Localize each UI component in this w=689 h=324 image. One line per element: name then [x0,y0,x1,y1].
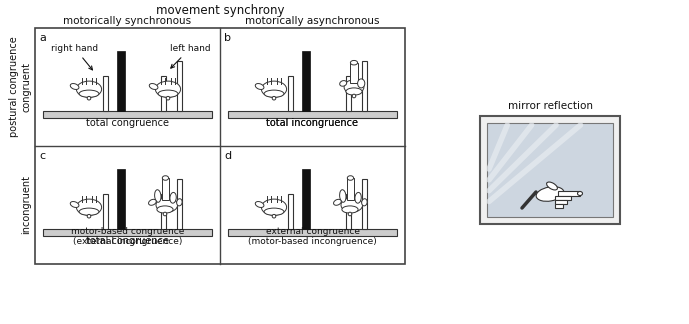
Ellipse shape [158,90,178,97]
Text: incongruent: incongruent [21,176,31,235]
Bar [555,200,567,204]
Bar [117,169,125,229]
Bar [362,61,367,111]
Ellipse shape [362,199,367,206]
Text: right hand: right hand [52,44,99,70]
Bar [161,194,166,229]
Text: postural congruence: postural congruence [9,37,19,137]
Bar [161,76,166,111]
Ellipse shape [264,90,284,97]
Ellipse shape [536,187,564,201]
Bar [346,194,351,229]
Ellipse shape [149,199,156,205]
Bar [487,123,613,217]
Bar [558,191,580,196]
Ellipse shape [347,176,353,180]
Bar [177,179,182,229]
Ellipse shape [88,214,91,218]
Ellipse shape [340,190,346,202]
Bar [117,51,125,111]
Ellipse shape [163,212,167,216]
Text: b: b [224,33,231,43]
Text: total congruence: total congruence [86,236,169,246]
Bar [302,169,310,229]
Ellipse shape [70,84,79,89]
Bar [35,28,405,264]
Ellipse shape [261,81,287,97]
Ellipse shape [170,192,176,203]
Text: mirror reflection: mirror reflection [508,101,593,111]
Bar [228,229,397,236]
Bar [480,116,620,224]
Ellipse shape [546,182,557,190]
Bar [346,76,351,111]
Ellipse shape [341,198,362,212]
Bar [555,196,571,200]
Text: a: a [39,33,46,43]
Bar [228,111,397,118]
Ellipse shape [344,80,364,94]
Bar [288,76,293,111]
Ellipse shape [577,191,582,195]
Text: external congruence
(motor-based incongruence): external congruence (motor-based incongr… [248,226,377,246]
Text: total incongruence: total incongruence [267,118,358,128]
Bar [302,51,310,111]
Text: d: d [224,151,231,161]
Text: total incongruence: total incongruence [267,118,358,128]
Ellipse shape [156,198,178,212]
Ellipse shape [351,61,358,65]
Ellipse shape [79,90,99,97]
Ellipse shape [255,84,264,89]
Text: motorically asynchronous: motorically asynchronous [245,16,380,26]
Ellipse shape [355,192,361,203]
Bar [163,178,169,200]
Bar [177,61,182,111]
Text: motorically synchronous: motorically synchronous [63,16,192,26]
Ellipse shape [358,79,364,88]
Ellipse shape [70,202,79,207]
Ellipse shape [79,208,99,215]
Ellipse shape [166,97,169,100]
Bar [351,63,358,83]
Ellipse shape [264,208,284,215]
Text: left hand: left hand [169,44,210,68]
Ellipse shape [150,84,158,89]
Ellipse shape [348,212,352,216]
Bar [362,179,367,229]
Bar [103,194,108,229]
Ellipse shape [163,176,169,180]
Bar [288,194,293,229]
Bar [43,229,212,236]
Ellipse shape [157,206,173,213]
Ellipse shape [154,190,161,202]
Ellipse shape [272,214,276,218]
Ellipse shape [333,199,341,205]
Ellipse shape [352,94,356,98]
Text: motor-based congruence
(external incongruence): motor-based congruence (external incongr… [71,226,184,246]
Bar [103,76,108,111]
Ellipse shape [261,199,287,215]
Ellipse shape [342,206,358,213]
Bar [43,111,212,118]
Ellipse shape [88,97,91,100]
Ellipse shape [255,202,264,207]
Bar [347,178,353,200]
Ellipse shape [176,199,182,206]
Ellipse shape [272,97,276,100]
Ellipse shape [346,88,362,95]
Text: total congruence: total congruence [86,118,169,128]
Text: c: c [39,151,45,161]
Ellipse shape [76,81,101,97]
Ellipse shape [156,81,181,97]
Text: movement synchrony: movement synchrony [156,4,285,17]
Ellipse shape [76,199,101,215]
Text: congruent: congruent [21,62,31,112]
Ellipse shape [340,81,347,86]
Bar [555,204,563,208]
